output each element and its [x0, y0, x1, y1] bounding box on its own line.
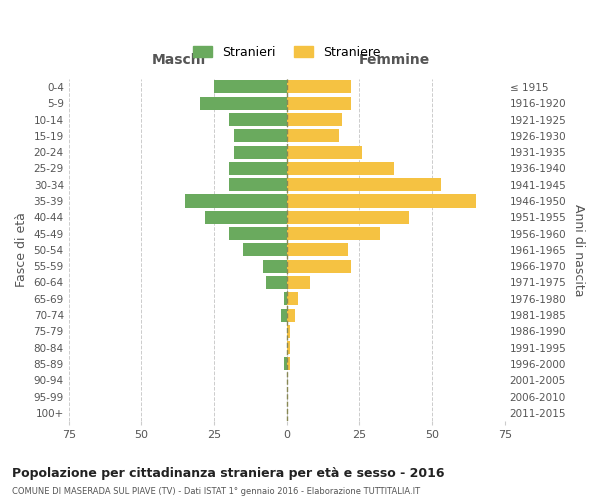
Bar [281, 308, 287, 322]
Bar [266, 276, 287, 289]
Bar [229, 178, 287, 191]
Text: Femmine: Femmine [359, 54, 430, 68]
Bar [287, 211, 409, 224]
Bar [287, 146, 362, 158]
Bar [287, 260, 351, 272]
Bar [287, 227, 380, 240]
Y-axis label: Anni di nascita: Anni di nascita [572, 204, 585, 296]
Text: Popolazione per cittadinanza straniera per età e sesso - 2016: Popolazione per cittadinanza straniera p… [12, 468, 445, 480]
Bar [284, 292, 287, 306]
Bar [287, 162, 394, 175]
Bar [243, 244, 287, 256]
Bar [287, 194, 476, 207]
Bar [287, 178, 441, 191]
Bar [287, 276, 310, 289]
Legend: Stranieri, Straniere: Stranieri, Straniere [188, 40, 385, 64]
Bar [229, 162, 287, 175]
Bar [287, 130, 339, 142]
Bar [185, 194, 287, 207]
Bar [287, 80, 351, 94]
Text: Maschi: Maschi [152, 54, 206, 68]
Bar [287, 244, 348, 256]
Text: COMUNE DI MASERADA SUL PIAVE (TV) - Dati ISTAT 1° gennaio 2016 - Elaborazione TU: COMUNE DI MASERADA SUL PIAVE (TV) - Dati… [12, 488, 420, 496]
Bar [287, 292, 298, 306]
Bar [229, 227, 287, 240]
Bar [205, 211, 287, 224]
Bar [235, 146, 287, 158]
Bar [229, 113, 287, 126]
Bar [263, 260, 287, 272]
Bar [214, 80, 287, 94]
Y-axis label: Fasce di età: Fasce di età [15, 212, 28, 288]
Bar [287, 96, 351, 110]
Bar [287, 341, 290, 354]
Bar [287, 358, 290, 370]
Bar [287, 325, 290, 338]
Bar [287, 308, 295, 322]
Bar [235, 130, 287, 142]
Bar [284, 358, 287, 370]
Bar [287, 113, 342, 126]
Bar [200, 96, 287, 110]
